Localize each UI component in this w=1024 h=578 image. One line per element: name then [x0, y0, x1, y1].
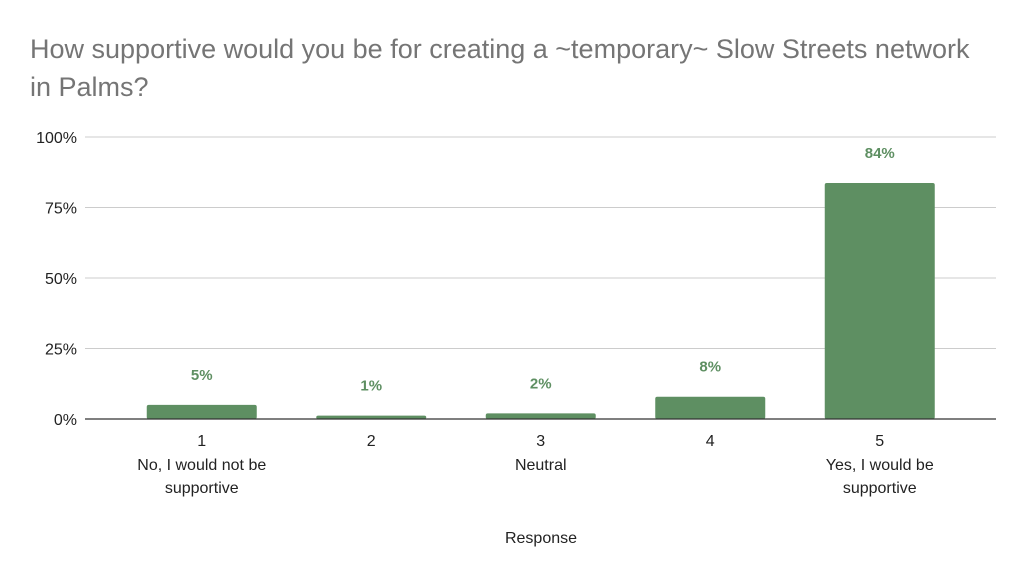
x-axis-title: Response — [505, 530, 577, 547]
data-label: 84% — [865, 145, 895, 162]
bar-2 — [316, 415, 427, 419]
x-tick-sublabel: supportive — [165, 480, 239, 497]
y-tick-label: 0% — [54, 412, 77, 429]
x-tick-label: 4 — [706, 433, 715, 450]
x-tick-label: 3 — [536, 433, 545, 450]
x-tick-sublabel: Neutral — [515, 457, 567, 474]
data-label: 8% — [699, 359, 721, 376]
data-label: 2% — [530, 375, 552, 392]
y-tick-label: 75% — [45, 201, 77, 218]
x-tick-label: 5 — [875, 433, 884, 450]
bar-4 — [655, 396, 766, 419]
x-tick-label: 2 — [367, 433, 376, 450]
y-tick-label: 100% — [36, 130, 77, 147]
x-tick-sublabel: No, I would not be — [137, 457, 266, 474]
bar-3 — [485, 413, 596, 419]
y-tick-label: 50% — [45, 271, 77, 288]
x-tick-sublabel: Yes, I would be — [826, 457, 934, 474]
chart-title: How supportive would you be for creating… — [30, 34, 970, 102]
bar-5 — [824, 182, 935, 419]
bar-1 — [146, 404, 257, 419]
data-label: 1% — [360, 378, 382, 395]
data-label: 5% — [191, 367, 213, 384]
y-tick-label: 25% — [45, 342, 77, 359]
x-tick-sublabel: supportive — [843, 480, 917, 497]
x-tick-label: 1 — [197, 433, 206, 450]
